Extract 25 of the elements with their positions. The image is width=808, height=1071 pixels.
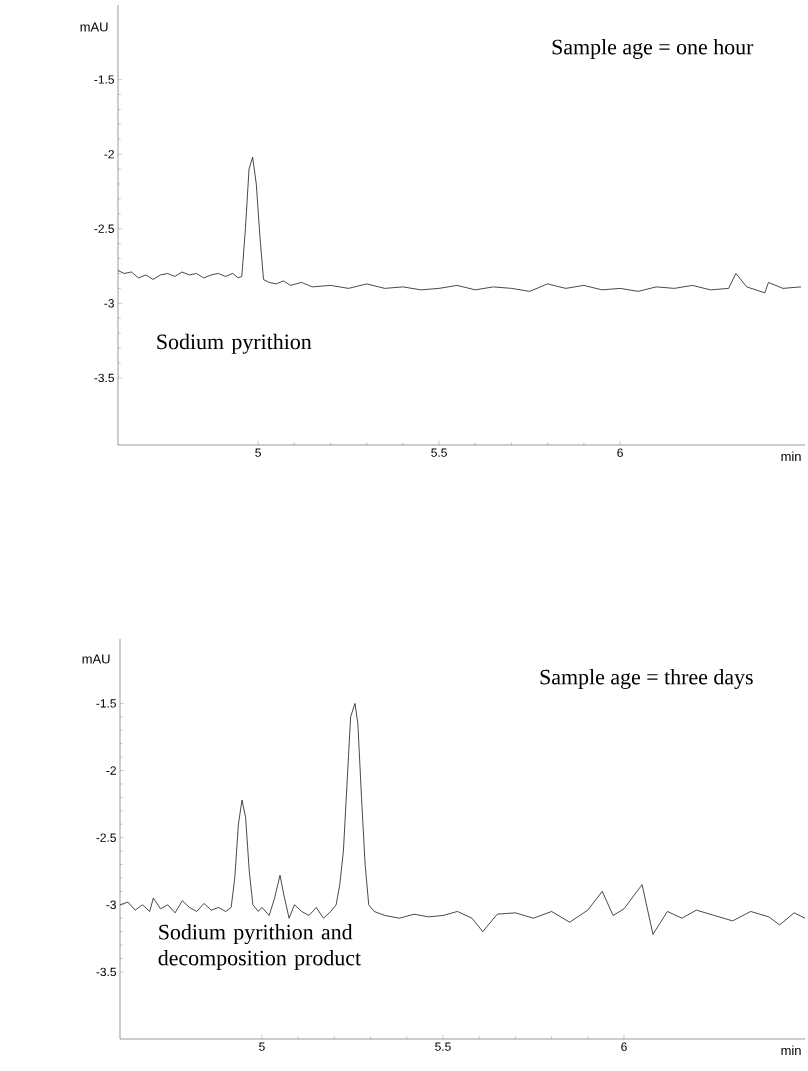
y-tick-label: -2.5 xyxy=(96,833,116,842)
x-tick-label: 6 xyxy=(617,448,623,457)
y-tick-label: -3.5 xyxy=(96,967,116,977)
x-tick-label: 5.5 xyxy=(431,448,447,457)
annotation: Sample age = one hour xyxy=(552,39,754,59)
y-tick-label: -3 xyxy=(106,900,116,909)
line-series xyxy=(117,156,802,294)
y-tick-label: -1.5 xyxy=(96,699,116,708)
y-tick-label: -2 xyxy=(104,149,114,159)
x-tick-label: 6 xyxy=(621,1042,627,1051)
y-tick-label: -2 xyxy=(106,766,116,775)
x-axis-title: min xyxy=(781,451,801,461)
annotation: Sample age = three days xyxy=(540,669,753,689)
x-tick-label: 5.5 xyxy=(435,1042,451,1051)
x-tick-label: 5 xyxy=(255,448,261,457)
y-tick-label: -2.5 xyxy=(94,224,114,233)
y-tick-label: -1.5 xyxy=(94,75,114,84)
annotation: Sodium pyrithion xyxy=(157,333,312,354)
y-tick-label: -3.5 xyxy=(94,373,114,383)
y-axis-title: mAU xyxy=(80,22,108,32)
annotation: Sodium pyrithion and decomposition product xyxy=(158,924,361,970)
x-axis-title: min xyxy=(781,1045,801,1055)
y-tick-label: -3 xyxy=(104,299,114,308)
x-tick-label: 5 xyxy=(259,1042,265,1051)
y-axis-title: mAU xyxy=(82,654,110,664)
